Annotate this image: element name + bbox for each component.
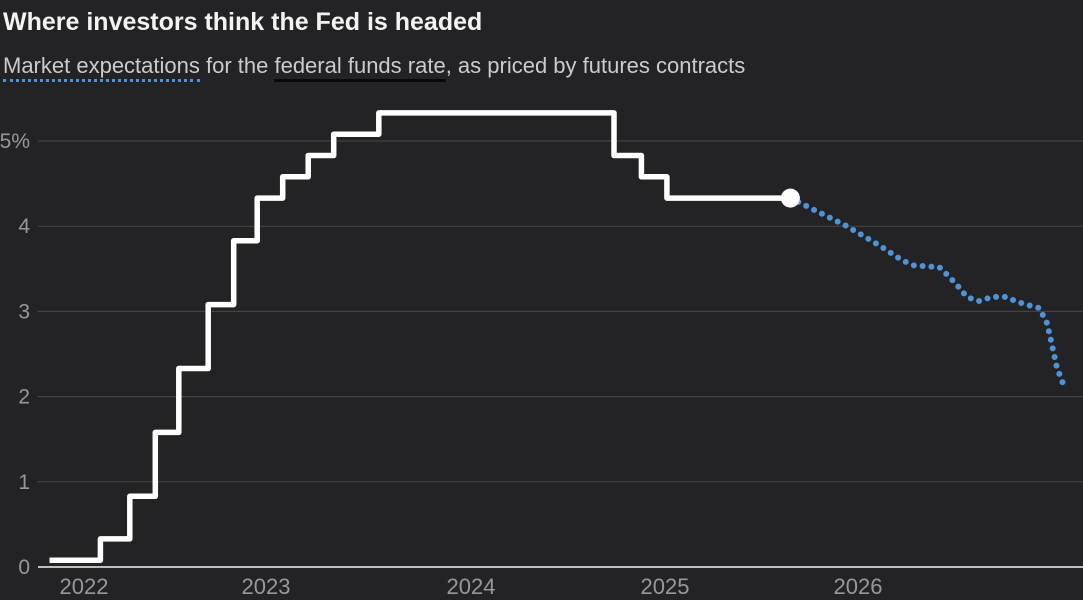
x-tick-label: 2022 [60,574,109,599]
chart-header: Where investors think the Fed is headed … [3,7,1063,82]
legend-term-actual: federal funds rate [274,53,446,82]
y-tick-label: 1 [18,471,30,494]
x-tick-label: 2023 [242,574,291,599]
x-tick-label: 2025 [641,574,690,599]
current-rate-marker [780,188,800,208]
y-tick-label: 2 [18,386,30,409]
chart-title: Where investors think the Fed is headed [3,8,483,36]
y-tick-label: 3 [18,300,30,323]
x-tick-label: 2024 [447,574,496,599]
chart-subtitle: Market expectations for the federal fund… [3,53,1063,82]
legend-term-expected: Market expectations [3,53,200,82]
expected-rate-line [787,195,1068,392]
y-tick-label: 0 [18,556,30,579]
y-tick-label: 4 [18,215,30,238]
x-tick-label: 2026 [834,574,883,599]
subtitle-text: , as priced by futures contracts [445,53,746,78]
actual-rate-line [49,110,791,563]
subtitle-text: for the [199,53,275,78]
y-tick-label: 5% [0,130,30,153]
